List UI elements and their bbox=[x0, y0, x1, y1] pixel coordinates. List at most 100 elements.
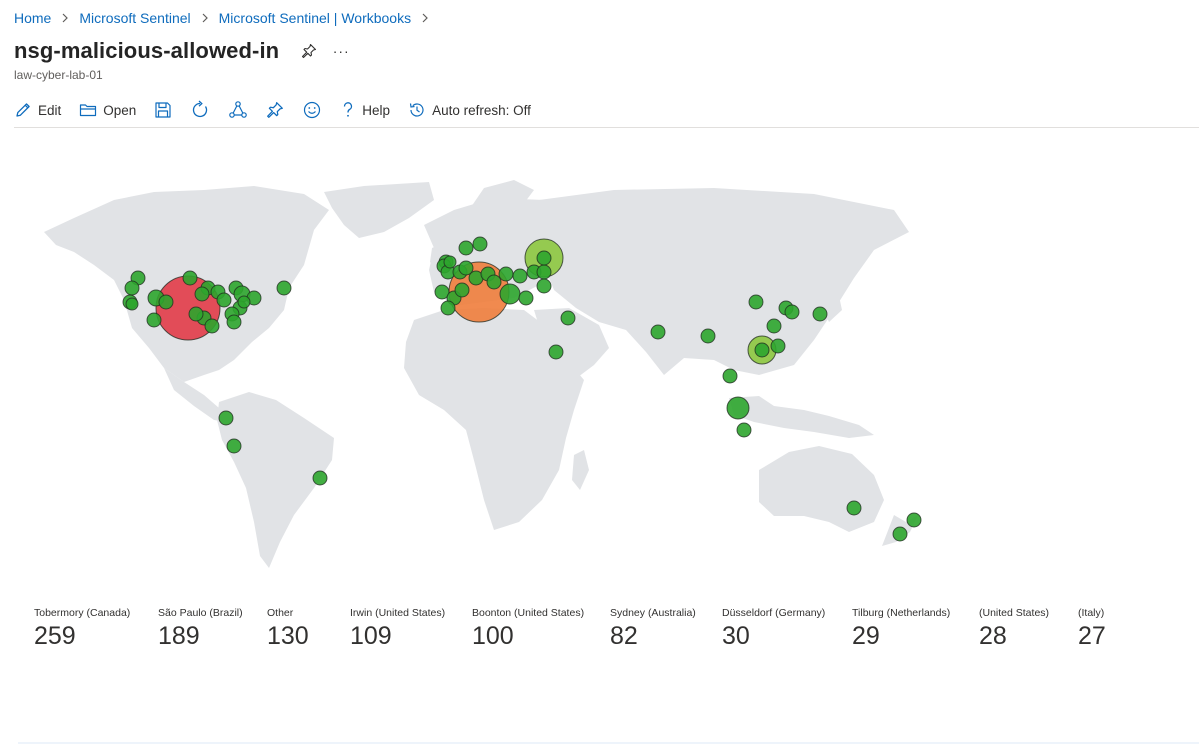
location-bubble[interactable] bbox=[226, 314, 242, 330]
location-bubble[interactable] bbox=[536, 264, 552, 280]
location-bubble[interactable] bbox=[188, 306, 204, 322]
metric-tile[interactable]: (United States) 28 bbox=[979, 607, 1049, 650]
breadcrumb-microsoft-sentinel[interactable]: Microsoft Sentinel bbox=[79, 10, 191, 26]
location-bubble[interactable] bbox=[766, 318, 782, 334]
metric-tile-label: Other bbox=[267, 607, 294, 619]
location-bubble[interactable] bbox=[276, 280, 292, 296]
metric-tile-value: 109 bbox=[350, 622, 392, 650]
metric-tile-value: 259 bbox=[34, 622, 76, 650]
land-arabia bbox=[534, 308, 609, 380]
metric-tile-value: 100 bbox=[472, 622, 514, 650]
pin-icon bbox=[267, 102, 284, 118]
location-bubble[interactable] bbox=[812, 306, 828, 322]
location-bubble[interactable] bbox=[443, 255, 457, 269]
location-bubble[interactable] bbox=[218, 410, 234, 426]
location-bubble[interactable] bbox=[770, 338, 786, 354]
location-bubble[interactable] bbox=[754, 342, 770, 358]
metric-tile-value: 29 bbox=[852, 622, 880, 650]
metric-tile[interactable]: (Italy) 27 bbox=[1078, 607, 1106, 650]
help-button[interactable]: Help bbox=[340, 97, 390, 123]
world-map-canvas bbox=[44, 180, 922, 568]
location-bubble[interactable] bbox=[472, 236, 488, 252]
edit-icon bbox=[16, 103, 30, 117]
edit-label: Edit bbox=[38, 102, 62, 118]
breadcrumb-workbooks[interactable]: Microsoft Sentinel | Workbooks bbox=[218, 10, 412, 26]
location-bubble[interactable] bbox=[700, 328, 716, 344]
breadcrumb-home[interactable]: Home bbox=[14, 10, 52, 26]
share-button[interactable] bbox=[228, 97, 248, 123]
location-bubble[interactable] bbox=[124, 280, 140, 296]
location-bubble[interactable] bbox=[226, 438, 242, 454]
breadcrumb: Home Microsoft Sentinel Microsoft Sentin… bbox=[14, 9, 439, 27]
metric-tile-value: 189 bbox=[158, 622, 200, 650]
metric-tile-value: 30 bbox=[722, 622, 750, 650]
metric-tile-value: 130 bbox=[267, 622, 309, 650]
metric-tile-label: (Italy) bbox=[1078, 607, 1105, 619]
location-bubble[interactable] bbox=[454, 282, 470, 298]
metric-tile[interactable]: Tilburg (Netherlands) 29 bbox=[852, 607, 950, 650]
metric-tile[interactable]: Sydney (Australia) 82 bbox=[610, 607, 696, 650]
location-bubble[interactable] bbox=[784, 304, 800, 320]
bubble-layer bbox=[122, 236, 922, 542]
save-button[interactable] bbox=[154, 97, 172, 123]
location-bubble[interactable] bbox=[846, 500, 862, 516]
metric-tile[interactable]: Düsseldorf (Germany) 30 bbox=[722, 607, 825, 650]
metric-tile[interactable]: Irwin (United States) 109 bbox=[350, 607, 445, 650]
metric-tile-value: 28 bbox=[979, 622, 1007, 650]
open-folder-icon bbox=[80, 104, 97, 117]
location-bubble[interactable] bbox=[536, 250, 552, 266]
metric-tile-label: Tilburg (Netherlands) bbox=[852, 607, 951, 619]
location-bubble[interactable] bbox=[536, 278, 552, 294]
refresh-button[interactable] bbox=[190, 97, 210, 123]
metric-tile[interactable]: Boonton (United States) 100 bbox=[472, 607, 584, 650]
location-bubble[interactable] bbox=[204, 318, 220, 334]
metric-tile-label: (United States) bbox=[979, 607, 1050, 619]
world-map[interactable] bbox=[14, 170, 924, 580]
land-se-asia-islands bbox=[729, 396, 874, 438]
location-bubble[interactable] bbox=[434, 284, 450, 300]
land-scandinavia bbox=[469, 180, 534, 220]
location-bubble[interactable] bbox=[194, 286, 210, 302]
location-bubble[interactable] bbox=[216, 292, 232, 308]
pin-title-button[interactable] bbox=[299, 41, 319, 61]
location-bubble[interactable] bbox=[906, 512, 922, 528]
metric-tile[interactable]: São Paulo (Brazil) 189 bbox=[158, 607, 243, 650]
location-bubble[interactable] bbox=[458, 260, 474, 276]
location-bubble[interactable] bbox=[892, 526, 908, 542]
feedback-button[interactable] bbox=[302, 97, 322, 123]
location-bubble[interactable] bbox=[312, 470, 328, 486]
auto-refresh-button[interactable]: Auto refresh: Off bbox=[408, 97, 531, 123]
location-bubble[interactable] bbox=[726, 396, 750, 420]
page-title: nsg-malicious-allowed-in bbox=[14, 38, 280, 63]
location-bubble[interactable] bbox=[237, 295, 251, 309]
location-bubble[interactable] bbox=[440, 300, 456, 316]
metric-tile[interactable]: Tobermory (Canada) 259 bbox=[34, 607, 130, 650]
location-bubble[interactable] bbox=[560, 310, 576, 326]
location-bubble[interactable] bbox=[650, 324, 666, 340]
open-button[interactable]: Open bbox=[79, 97, 136, 123]
location-bubble[interactable] bbox=[146, 312, 162, 328]
location-bubble[interactable] bbox=[498, 266, 514, 282]
location-bubble[interactable] bbox=[512, 268, 528, 284]
location-bubble[interactable] bbox=[499, 283, 521, 305]
location-bubble[interactable] bbox=[458, 240, 474, 256]
location-bubble[interactable] bbox=[518, 290, 534, 306]
location-bubble[interactable] bbox=[125, 297, 139, 311]
location-bubble[interactable] bbox=[158, 294, 174, 310]
location-bubble[interactable] bbox=[722, 368, 738, 384]
pin-button[interactable] bbox=[266, 97, 284, 123]
more-options-button[interactable]: ··· bbox=[332, 43, 350, 59]
save-icon bbox=[155, 102, 171, 118]
auto-refresh-label: Auto refresh: Off bbox=[432, 102, 531, 118]
location-bubble[interactable] bbox=[486, 274, 502, 290]
edit-button[interactable]: Edit bbox=[14, 97, 61, 123]
location-bubble[interactable] bbox=[736, 422, 752, 438]
location-bubble[interactable] bbox=[748, 294, 764, 310]
land-australia bbox=[759, 446, 884, 532]
metric-tile[interactable]: Other 130 bbox=[267, 607, 309, 650]
metric-tile-label: Tobermory (Canada) bbox=[34, 607, 131, 619]
metric-tile-label: Irwin (United States) bbox=[350, 607, 446, 619]
land-south-america bbox=[217, 392, 334, 568]
location-bubble[interactable] bbox=[548, 344, 564, 360]
location-bubble[interactable] bbox=[182, 270, 198, 286]
